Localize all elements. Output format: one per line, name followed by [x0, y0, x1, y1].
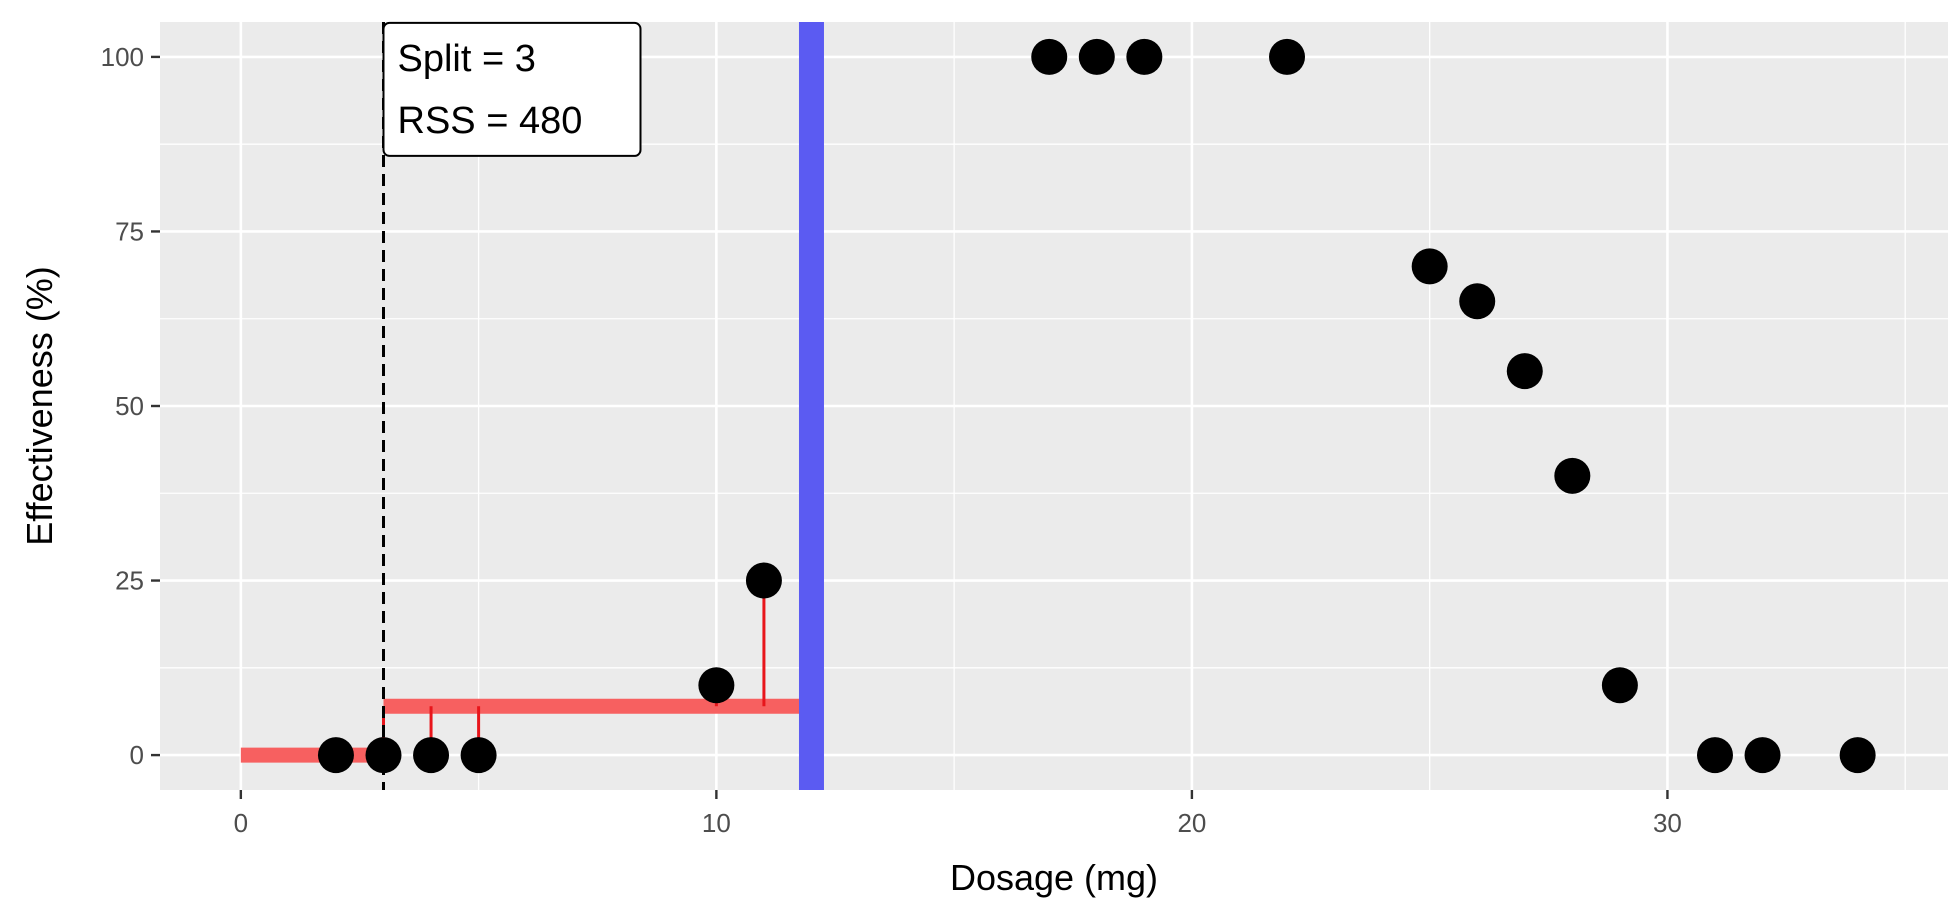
data-point	[1696, 737, 1733, 774]
annotation-rss-label: RSS = 480	[398, 100, 583, 142]
x-tick-label: 10	[702, 808, 731, 838]
x-tick-label: 20	[1177, 808, 1206, 838]
data-point	[1554, 457, 1591, 494]
data-point	[1459, 283, 1496, 320]
y-tick-label: 50	[115, 391, 144, 421]
data-point	[460, 737, 497, 774]
data-point	[698, 667, 735, 704]
data-point	[1031, 38, 1068, 75]
data-point	[1078, 38, 1115, 75]
point-layer	[317, 38, 1876, 774]
axes: 0 10 20 30 0 25 50 75 100	[101, 42, 1682, 838]
y-tick-label: 100	[101, 42, 144, 72]
y-tick-label: 0	[130, 740, 144, 770]
data-point	[1126, 38, 1163, 75]
data-point	[1839, 737, 1876, 774]
annotation-box	[382, 21, 642, 157]
data-point	[1269, 38, 1306, 75]
annotation-split-label: Split = 3	[398, 38, 536, 80]
data-point	[365, 737, 402, 774]
annotation-layer: Split = 3 RSS = 480	[382, 21, 642, 157]
data-point	[1411, 248, 1448, 285]
data-point	[1506, 353, 1543, 390]
x-axis-title: Dosage (mg)	[950, 857, 1158, 898]
data-point	[413, 737, 450, 774]
data-point	[1601, 667, 1638, 704]
y-tick-label: 75	[115, 216, 144, 246]
y-tick-label: 25	[115, 566, 144, 596]
data-point	[317, 737, 354, 774]
data-point	[745, 562, 782, 599]
data-point	[1744, 737, 1781, 774]
x-tick-label: 30	[1653, 808, 1682, 838]
x-tick-label: 0	[234, 808, 248, 838]
y-axis-title: Effectiveness (%)	[19, 266, 60, 545]
